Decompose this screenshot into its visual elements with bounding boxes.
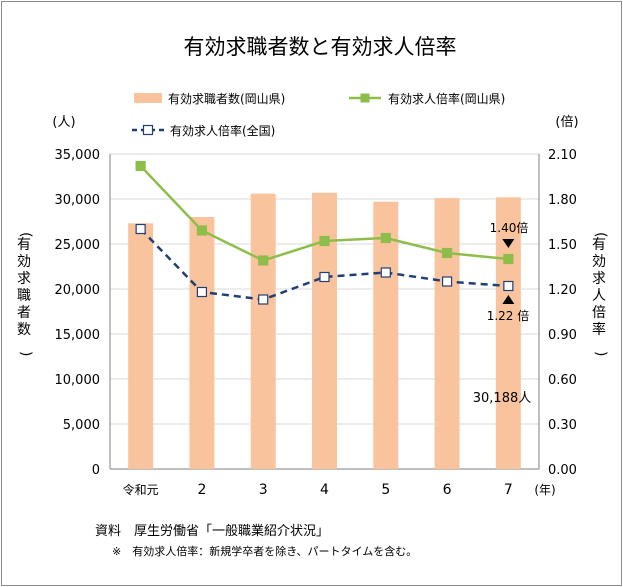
y-right-tick-label: 0.90 — [548, 328, 577, 343]
y-left-tick-label: 0 — [92, 463, 100, 478]
y-right-tick-label: 0.60 — [548, 373, 577, 388]
legend-label-okayama-ratio: 有効求人倍率(岡山県) — [388, 91, 505, 106]
annotation-okayama-ratio: 1.40倍 — [490, 220, 529, 235]
annotation-national-ratio: 1.22 倍 — [487, 308, 530, 323]
footnote: ※ 有効求人倍率：新規学卒者を除き、パートタイムを含む。 — [112, 545, 418, 558]
bar-seekers-0 — [128, 223, 154, 469]
okayama-ratio-point-1 — [196, 225, 208, 236]
down-arrow-icon — [502, 239, 515, 248]
y-right-tick-label: 0.00 — [548, 463, 577, 478]
legend-label-national-ratio: 有効求人倍率(全国) — [170, 123, 275, 138]
up-arrow-icon — [502, 295, 515, 304]
y-left-tick-label: 35,000 — [55, 148, 101, 163]
y-left-tick-label: 10,000 — [55, 373, 101, 388]
x-tick-label: 令和元 — [123, 482, 159, 497]
legend-marker-national-ratio — [142, 124, 154, 136]
bar-seekers-2 — [250, 193, 276, 469]
y-right-axis-label: (有効求人倍率) — [592, 232, 608, 356]
x-tick-label: 5 — [381, 482, 390, 498]
y-right-tick-label: 0.30 — [548, 418, 577, 433]
legend-marker-okayama-ratio — [360, 93, 370, 103]
x-tick-label: 2 — [197, 482, 206, 498]
bar-seekers-6 — [495, 197, 521, 470]
x-tick-label: 3 — [259, 482, 268, 498]
y-left-tick-label: 20,000 — [55, 283, 101, 298]
y-right-tick-label: 2.10 — [548, 148, 577, 163]
bar-seekers-1 — [189, 217, 215, 469]
chart-title: 有効求職者数と有効求人倍率 — [184, 35, 457, 59]
y-right-unit: (倍) — [555, 115, 578, 130]
national-ratio-point-3 — [319, 271, 330, 283]
legend-label-seekers: 有効求職者数(岡山県) — [168, 91, 285, 106]
bar-seekers-5 — [434, 198, 460, 469]
national-ratio-point-2 — [258, 294, 269, 305]
okayama-ratio-point-4 — [380, 232, 391, 244]
y-left-unit: (人) — [52, 115, 75, 130]
y-left-axis-label: (有効求職者数) — [17, 232, 33, 356]
okayama-ratio-point-3 — [319, 235, 330, 247]
national-ratio-point-6 — [503, 280, 514, 292]
national-ratio-point-5 — [441, 276, 453, 287]
bar-seekers-4 — [373, 201, 399, 469]
y-left-tick-label: 25,000 — [55, 238, 101, 253]
okayama-ratio-point-0 — [135, 160, 146, 172]
national-ratio-point-4 — [380, 267, 391, 278]
bar-seekers-3 — [312, 192, 337, 469]
y-right-tick-label: 1.50 — [548, 238, 577, 253]
x-unit: (年) — [534, 483, 555, 497]
x-tick-label: 6 — [443, 482, 452, 498]
okayama-ratio-point-5 — [441, 247, 453, 259]
legend-swatch-seekers — [134, 93, 162, 103]
y-left-tick-label: 30,000 — [55, 193, 101, 208]
x-tick-label: 4 — [320, 482, 329, 498]
y-left-tick-label: 5,000 — [63, 418, 100, 433]
okayama-ratio-point-6 — [503, 253, 514, 265]
y-right-tick-label: 1.20 — [548, 283, 577, 298]
y-right-tick-label: 1.80 — [548, 193, 577, 208]
okayama-ratio-point-2 — [258, 255, 269, 266]
national-ratio-point-0 — [135, 223, 146, 235]
x-tick-label: 7 — [504, 482, 513, 498]
y-left-tick-label: 15,000 — [55, 328, 101, 343]
source-note: 資料 厚生労働省「一般職業紹介状況」 — [95, 524, 330, 539]
national-ratio-point-1 — [196, 286, 208, 298]
annotation-seekers: 30,188人 — [473, 391, 532, 406]
